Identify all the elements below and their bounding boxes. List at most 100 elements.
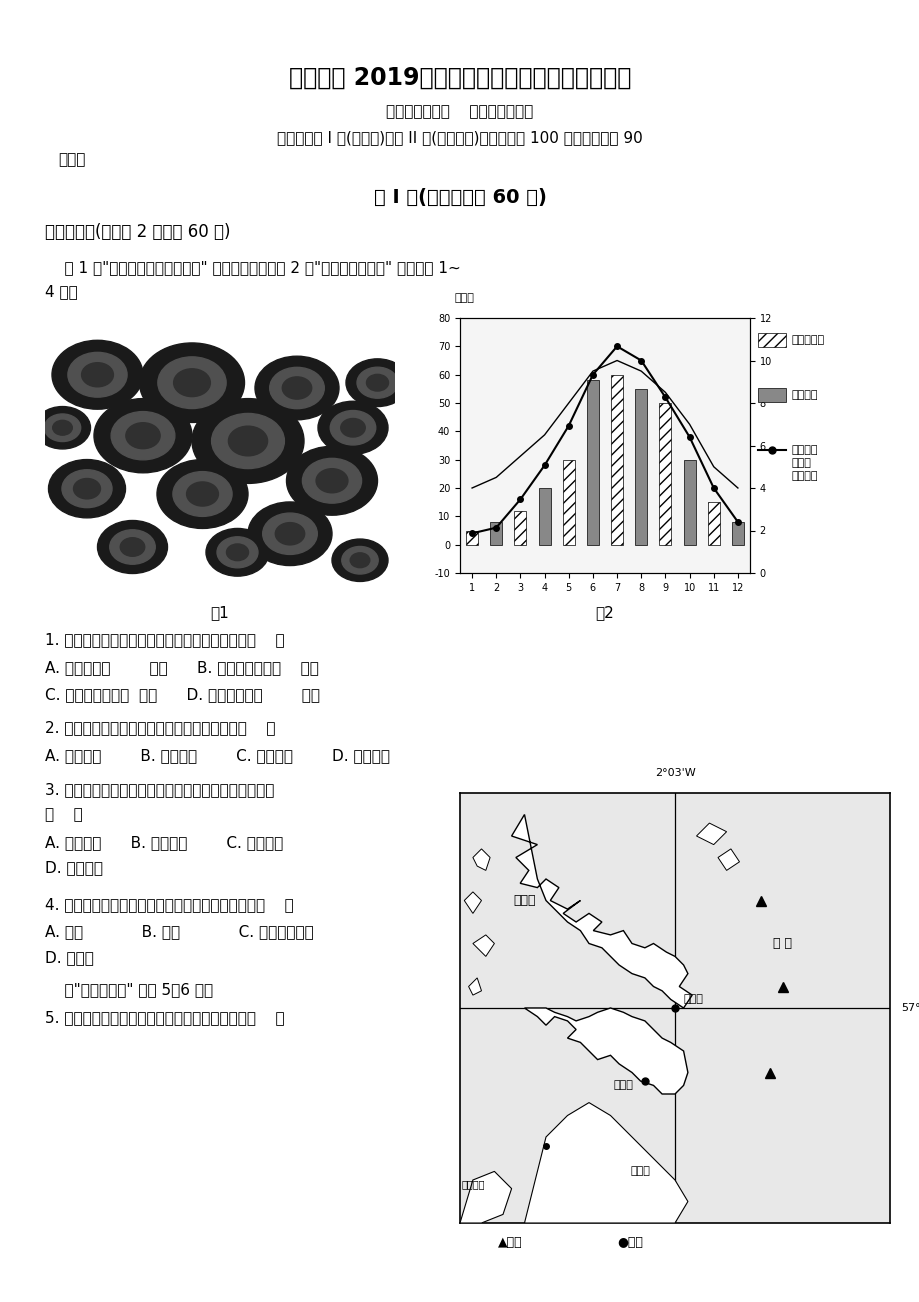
- Text: 1. 关于该地气候和主要农作物的说法，正确的是（    ）: 1. 关于该地气候和主要农作物的说法，正确的是（ ）: [45, 633, 284, 647]
- Text: 4. 图中圆形种植区这种景观在下列哪个国家最典型（    ）: 4. 图中圆形种植区这种景观在下列哪个国家最典型（ ）: [45, 897, 293, 913]
- Bar: [466, 530, 478, 544]
- Text: ▲石油: ▲石油: [497, 1237, 522, 1250]
- Circle shape: [187, 482, 218, 506]
- Text: A. 人口密度        B. 灌溉设施        C. 土壤肥力        D. 河流分布: A. 人口密度 B. 灌溉设施 C. 土壤肥力 D. 河流分布: [45, 749, 390, 763]
- Text: 第 I 卷(选择题，共 60 分): 第 I 卷(选择题，共 60 分): [373, 187, 546, 207]
- Text: A. 昼夜长短      B. 天气状况        C. 海陆位置: A. 昼夜长短 B. 天气状况 C. 海陆位置: [45, 836, 283, 850]
- Circle shape: [211, 414, 284, 469]
- Circle shape: [52, 421, 73, 435]
- Circle shape: [126, 423, 160, 449]
- Text: 命题人：张玲择    审题人：陈朝霞: 命题人：张玲择 审题人：陈朝霞: [386, 104, 533, 120]
- Bar: [538, 488, 550, 544]
- Circle shape: [174, 368, 210, 397]
- Circle shape: [302, 458, 361, 503]
- Bar: [514, 510, 526, 544]
- Text: 2. 影响该地农田空间分布形态的最直接原因是（    ）: 2. 影响该地农田空间分布形态的最直接原因是（ ）: [45, 720, 275, 736]
- Polygon shape: [511, 815, 691, 1008]
- Bar: [707, 503, 719, 544]
- Circle shape: [52, 340, 142, 409]
- Text: 摄氏度: 摄氏度: [454, 293, 473, 302]
- Text: 5. 苏格兰地区乳畜业发达，其主要的区位条件是（    ）: 5. 苏格兰地区乳畜业发达，其主要的区位条件是（ ）: [45, 1010, 284, 1026]
- Text: 图2: 图2: [595, 605, 614, 621]
- Circle shape: [109, 530, 155, 564]
- Bar: [562, 460, 574, 544]
- Circle shape: [263, 513, 317, 555]
- Text: D. 新加坡: D. 新加坡: [45, 950, 94, 966]
- Text: C. 温带大陆性气候  棉花      D. 热带草原气候        小麦: C. 温带大陆性气候 棉花 D. 热带草原气候 小麦: [45, 687, 320, 703]
- Bar: [659, 404, 671, 544]
- Circle shape: [192, 398, 303, 483]
- Bar: [586, 380, 598, 544]
- Text: 分钟。: 分钟。: [58, 152, 85, 168]
- Circle shape: [286, 447, 377, 516]
- Text: 月降雨量: 月降雨量: [791, 391, 818, 400]
- Bar: [490, 522, 502, 544]
- Circle shape: [226, 544, 248, 561]
- Text: 图 1 是"飞机航拍的土地利用图" 圆圈内为农田。图 2 是"该地气候资料图" 读图回答 1~: 图 1 是"飞机航拍的土地利用图" 圆圈内为农田。图 2 是"该地气候资料图" …: [45, 260, 460, 276]
- Polygon shape: [696, 823, 726, 845]
- Circle shape: [68, 353, 127, 397]
- Text: 北爱尔兰: 北爱尔兰: [460, 1180, 484, 1189]
- Text: D. 地形地势: D. 地形地势: [45, 861, 103, 875]
- Circle shape: [44, 414, 81, 441]
- Circle shape: [366, 375, 388, 391]
- Circle shape: [332, 539, 388, 582]
- Circle shape: [357, 367, 398, 398]
- Circle shape: [82, 363, 113, 387]
- Circle shape: [158, 357, 226, 409]
- Circle shape: [62, 470, 112, 508]
- Text: 一、选择题(每小题 2 分，共 60 分): 一、选择题(每小题 2 分，共 60 分): [45, 223, 231, 241]
- Circle shape: [330, 410, 375, 445]
- Circle shape: [269, 367, 324, 409]
- Circle shape: [94, 398, 192, 473]
- Text: 均日照: 均日照: [791, 458, 811, 467]
- Text: 英格兰: 英格兰: [630, 1167, 650, 1177]
- Text: ●城市: ●城市: [617, 1237, 642, 1250]
- Circle shape: [140, 342, 244, 422]
- Polygon shape: [472, 935, 494, 957]
- Circle shape: [342, 547, 378, 574]
- Circle shape: [111, 411, 175, 460]
- Circle shape: [49, 460, 125, 518]
- Circle shape: [350, 553, 369, 568]
- Circle shape: [318, 401, 388, 454]
- Circle shape: [340, 418, 365, 437]
- Polygon shape: [524, 1103, 687, 1223]
- Text: 3. 影响该地每月日平均日照时间年变化的最主要因素是: 3. 影响该地每月日平均日照时间年变化的最主要因素是: [45, 783, 274, 798]
- Text: 大西洋: 大西洋: [513, 894, 535, 907]
- Text: 双峰一中 2019年高二下学期第一次月考地理试卷: 双峰一中 2019年高二下学期第一次月考地理试卷: [289, 66, 630, 90]
- Bar: [683, 460, 695, 544]
- Circle shape: [157, 460, 248, 529]
- Polygon shape: [460, 1172, 511, 1223]
- Text: （    ）: （ ）: [45, 807, 83, 823]
- Circle shape: [206, 529, 268, 577]
- Circle shape: [120, 538, 144, 556]
- Circle shape: [255, 357, 338, 419]
- Circle shape: [346, 359, 409, 406]
- Circle shape: [228, 426, 267, 456]
- Text: 本试卷分第 I 卷(选择题)和第 II 卷(非选择题)两部分，共 100 分。考试时间 90: 本试卷分第 I 卷(选择题)和第 II 卷(非选择题)两部分，共 100 分。考…: [277, 130, 642, 146]
- Text: 每月日平: 每月日平: [791, 445, 818, 454]
- Text: 2°03'W: 2°03'W: [654, 768, 695, 779]
- Polygon shape: [717, 849, 739, 871]
- Text: 图1: 图1: [210, 605, 229, 621]
- Circle shape: [74, 479, 100, 499]
- Circle shape: [316, 469, 347, 493]
- Text: 阿伯丁: 阿伯丁: [683, 995, 703, 1004]
- Circle shape: [248, 503, 332, 565]
- Circle shape: [34, 406, 90, 449]
- Bar: [610, 375, 622, 544]
- Text: A. 泰国            B. 日本            C. 乌兹别克斯坦: A. 泰国 B. 日本 C. 乌兹别克斯坦: [45, 924, 313, 940]
- Bar: [634, 389, 647, 544]
- Text: 爱丁堡: 爱丁堡: [613, 1081, 632, 1090]
- Polygon shape: [468, 978, 481, 995]
- Polygon shape: [472, 849, 490, 871]
- Polygon shape: [464, 892, 481, 914]
- Text: 57°09'N: 57°09'N: [900, 1003, 919, 1013]
- Circle shape: [275, 522, 304, 544]
- Text: 月平均气温: 月平均气温: [791, 335, 824, 345]
- Text: 4 题。: 4 题。: [45, 285, 78, 299]
- Text: 读"苏格兰地图" 完成 5～6 题。: 读"苏格兰地图" 完成 5～6 题。: [45, 983, 213, 997]
- Circle shape: [97, 521, 167, 573]
- Text: 北 海: 北 海: [772, 937, 791, 950]
